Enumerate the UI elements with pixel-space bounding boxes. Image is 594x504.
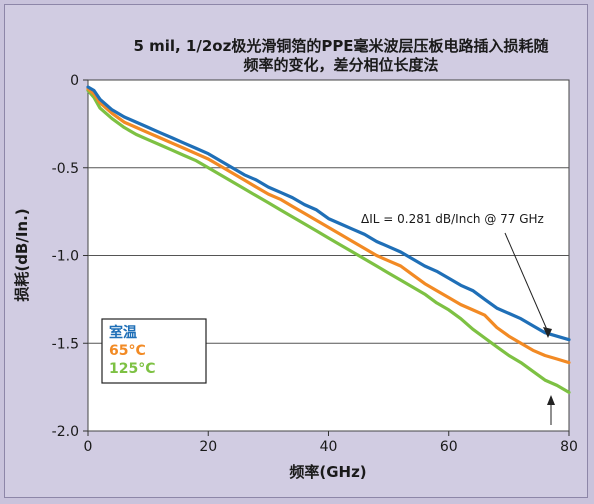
legend-box (101, 318, 207, 384)
series-line-0 (86, 85, 571, 342)
y-tick-label-3: -1.5 (52, 336, 79, 352)
x-tick-label-3: 60 (440, 439, 458, 455)
series-line-1 (86, 87, 571, 365)
y-tick-label-0: 0 (70, 73, 79, 89)
x-tick-label-0: 0 (84, 439, 93, 455)
legend-label-125c: 125°C (109, 361, 156, 377)
x-tick-label-2: 40 (320, 439, 338, 455)
y-tick-label-4: -2.0 (52, 424, 79, 440)
legend-label-65c: 65°C (109, 343, 146, 359)
y-tick-label-1: -0.5 (52, 161, 79, 177)
series-line-2 (86, 88, 571, 394)
annotation-arrow-head (543, 327, 552, 338)
series-lines (86, 85, 571, 394)
annotation-up-arrow-head (547, 395, 555, 405)
chart-title-line-2: 频率的变化，差分相位长度法 (243, 56, 438, 74)
legend: 室温 65°C 125°C (101, 318, 207, 384)
x-axis-title: 频率(GHz) (289, 463, 366, 481)
chart-title-line-1: 5 mil, 1/2oz极光滑铜箔的PPE毫米波层压板电路插入损耗随 (133, 37, 548, 55)
x-tick-label-1: 20 (199, 439, 217, 455)
annotation: ΔIL = 0.281 dB/Inch @ 77 GHz (361, 212, 555, 425)
y-tick-label-2: -1.0 (52, 249, 79, 265)
annotation-arrow-line (504, 232, 549, 333)
annotation-text: ΔIL = 0.281 dB/Inch @ 77 GHz (361, 212, 544, 226)
axis-ticks: 0 -0.5 -1.0 -1.5 -2.0 0 20 40 60 80 (52, 73, 578, 455)
y-axis-title: 损耗(dB/In.) (13, 208, 31, 301)
x-tick-label-4: 80 (560, 439, 578, 455)
legend-label-room-temp: 室温 (109, 324, 137, 341)
chart: 5 mil, 1/2oz极光滑铜箔的PPE毫米波层压板电路插入损耗随 频率的变化… (13, 37, 578, 481)
chart-frame: 5 mil, 1/2oz极光滑铜箔的PPE毫米波层压板电路插入损耗随 频率的变化… (4, 4, 588, 498)
